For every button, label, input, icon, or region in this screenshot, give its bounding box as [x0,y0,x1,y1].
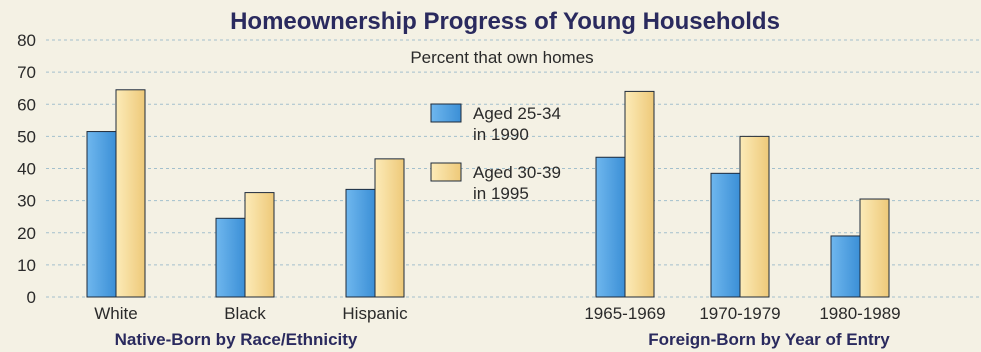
y-axis-ticks: 0 10 20 30 40 50 60 70 80 [17,31,36,307]
x-tick-label: 1965-1969 [584,304,665,323]
y-tick-label: 60 [17,95,36,114]
bar-aged-25-34-1965-1969 [595,156,626,298]
legend-label: Aged 25-34 [473,104,561,123]
y-tick-label: 70 [17,63,36,82]
y-tick-label: 0 [27,288,36,307]
legend-label: in 1990 [473,125,529,144]
bar-aged-25-34-1980-1989 [830,235,861,298]
bar-aged-30-39-1980-1989 [859,198,890,298]
x-tick-label: 1980-1989 [819,304,900,323]
legend-item: Aged 25-34 in 1990 [430,103,561,144]
bar-aged-25-34-black [215,217,246,298]
group-label: Foreign-Born by Year of Entry [648,330,890,349]
legend-item: Aged 30-39 in 1995 [430,162,561,203]
legend-swatch [430,103,462,123]
group-label: Native-Born by Race/Ethnicity [115,330,358,349]
bar-aged-30-39-white [115,89,146,298]
y-tick-label: 20 [17,224,36,243]
bar-aged-25-34-white [86,131,117,298]
group-labels: Native-Born by Race/Ethnicity Foreign-Bor… [115,330,891,349]
category-labels: White Black Hispanic 1965-1969 1970-1979 1980… [94,304,900,323]
bar-aged-30-39-1965-1969 [624,90,655,298]
bars [86,89,890,298]
chart-subtitle: Percent that own homes [410,48,593,67]
legend: Aged 25-34 in 1990 Aged 30-39 in 1995 [430,103,561,203]
x-tick-label: White [94,304,137,323]
legend-label: Aged 30-39 [473,163,561,182]
legend-label: in 1995 [473,184,529,203]
y-tick-label: 30 [17,192,36,211]
chart-title: Homeownership Progress of Young Househol… [230,8,780,35]
y-tick-label: 10 [17,256,36,275]
x-tick-label: 1970-1979 [699,304,780,323]
x-tick-label: Black [224,304,266,323]
y-tick-label: 40 [17,160,36,179]
y-tick-label: 50 [17,127,36,146]
bar-aged-30-39-black [244,192,275,298]
x-tick-label: Hispanic [342,304,408,323]
bar-aged-25-34-hispanic [345,188,376,298]
bar-aged-30-39-hispanic [374,158,405,298]
bar-aged-25-34-1970-1979 [710,172,741,298]
legend-swatch [430,162,462,182]
y-tick-label: 80 [17,31,36,50]
bar-aged-30-39-1970-1979 [739,135,770,298]
